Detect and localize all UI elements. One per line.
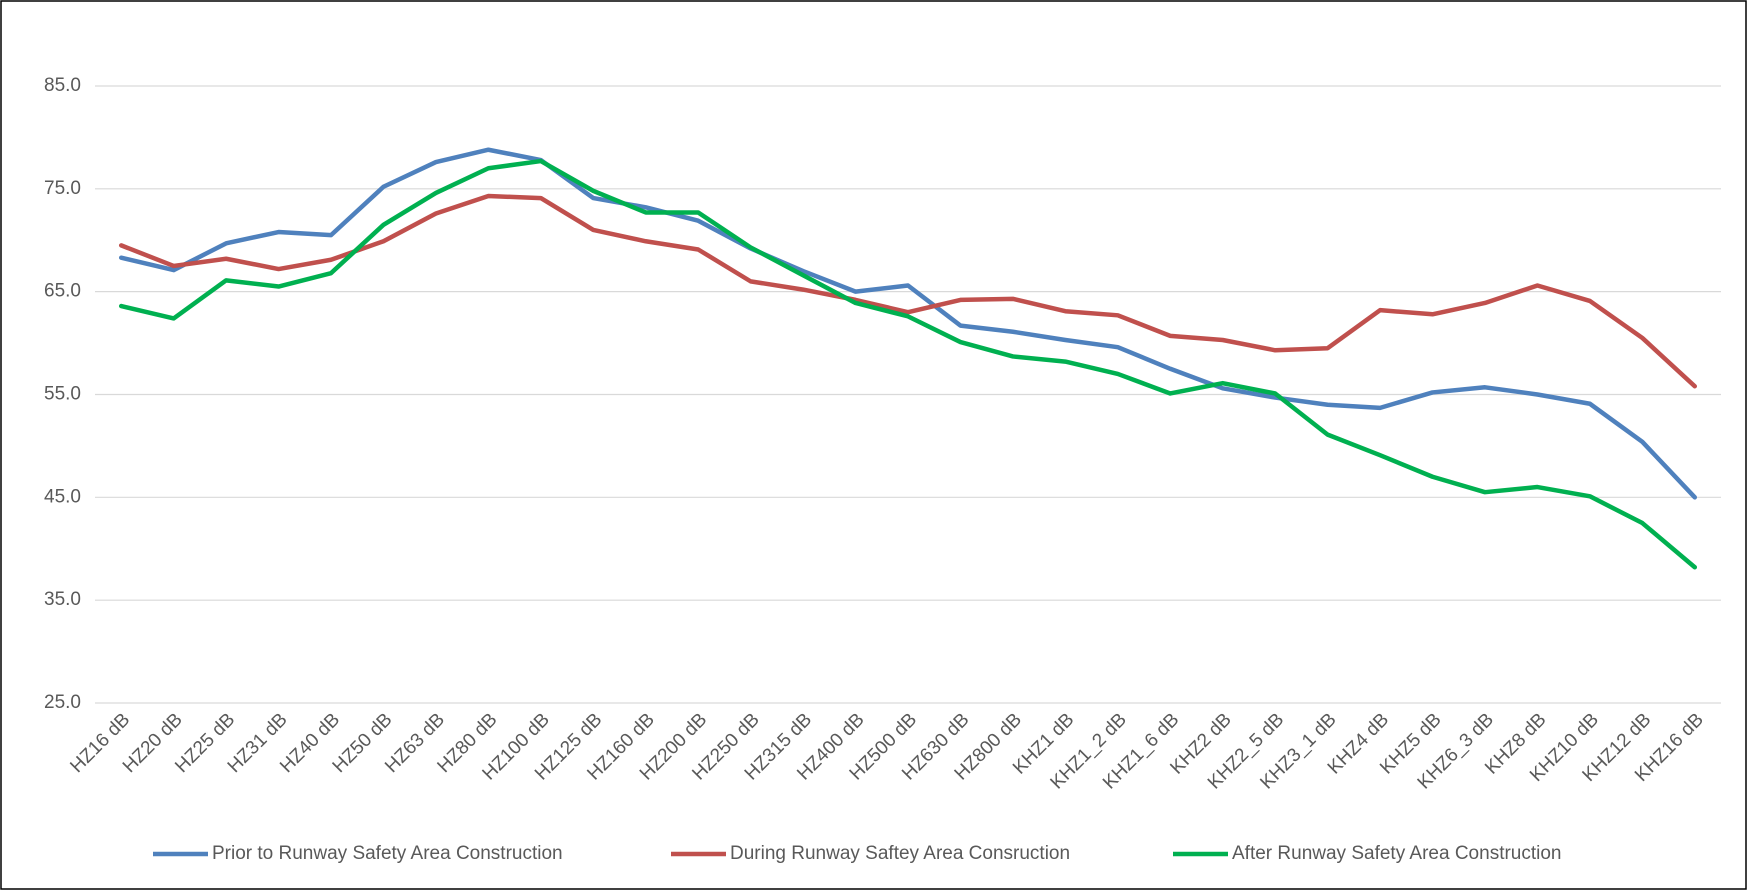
y-tick-label: 55.0: [44, 384, 81, 405]
y-tick-label: 65.0: [44, 281, 81, 302]
legend-label: Prior to Runway Safety Area Construction: [212, 843, 563, 864]
y-tick-label: 45.0: [44, 486, 81, 507]
y-tick-label: 35.0: [44, 589, 81, 610]
y-tick-label: 85.0: [44, 75, 81, 96]
legend-label: During Runway Saftey Area Consruction: [730, 843, 1070, 864]
series-line: [118, 158, 1698, 570]
y-tick-label: 25.0: [44, 692, 81, 713]
legend-label: After Runway Safety Area Construction: [1232, 843, 1562, 864]
y-tick-label: 75.0: [44, 178, 81, 199]
series-line: [118, 193, 1698, 389]
series-line: [118, 147, 1698, 500]
